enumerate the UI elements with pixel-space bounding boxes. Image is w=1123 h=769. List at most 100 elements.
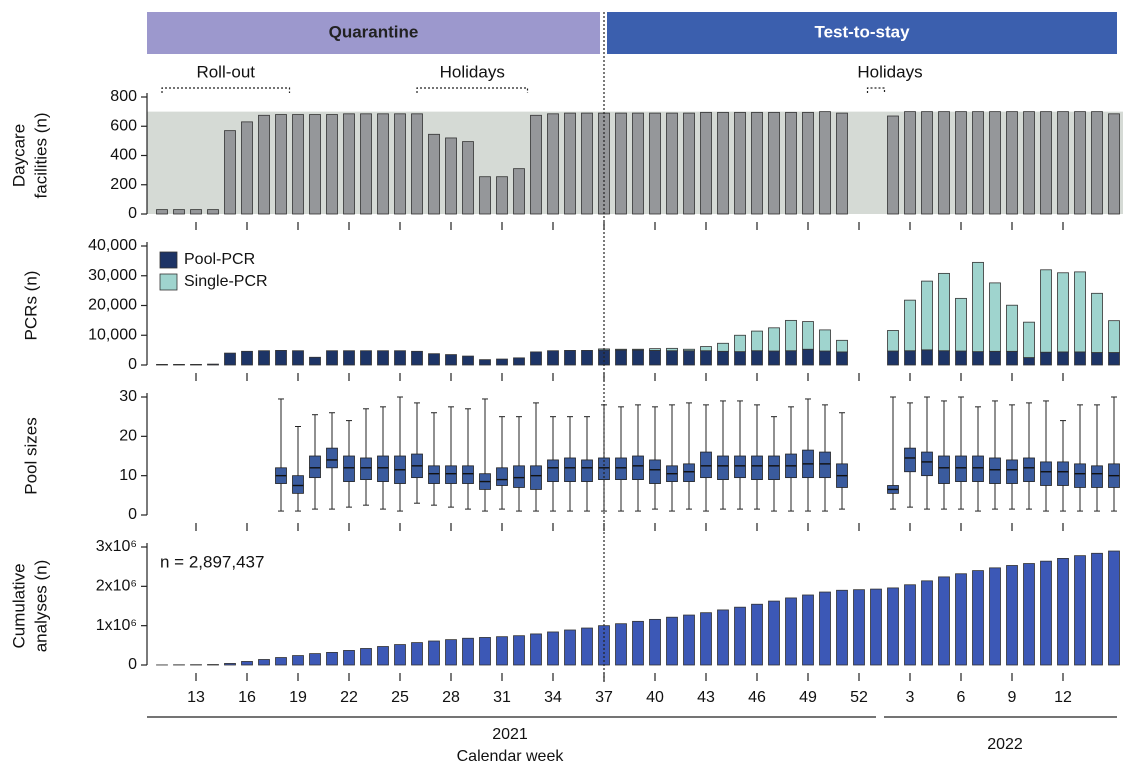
bar [581, 627, 593, 666]
bar [649, 112, 661, 215]
bar-segment [700, 350, 712, 366]
bar [343, 650, 355, 666]
bar [955, 573, 967, 666]
bar [700, 111, 712, 215]
bar-segment [462, 355, 474, 366]
bar [275, 114, 287, 215]
bar [428, 640, 440, 666]
box [683, 463, 695, 482]
box [972, 455, 984, 482]
bar [445, 639, 457, 666]
bar-segment [700, 346, 712, 352]
bar-segment [377, 350, 389, 366]
phase-label: Test-to-stay [814, 22, 910, 41]
bar-segment [1040, 269, 1052, 353]
box [615, 457, 627, 481]
bar-segment [564, 350, 576, 366]
bar-segment [904, 299, 916, 352]
bar-segment [615, 349, 627, 366]
bar [530, 114, 542, 215]
bar-segment [819, 329, 831, 352]
bar-segment [1108, 352, 1120, 366]
bar [632, 620, 644, 666]
box [819, 451, 831, 479]
box [581, 459, 593, 482]
bar [411, 642, 423, 666]
bar [547, 113, 559, 215]
bar [938, 576, 950, 666]
bar [717, 111, 729, 215]
bar-segment [972, 351, 984, 366]
x-tick-label: 31 [493, 689, 511, 706]
bar [292, 655, 304, 666]
box [462, 465, 474, 484]
bar [751, 603, 763, 666]
bar-segment [921, 280, 933, 351]
bar-segment [547, 350, 559, 366]
bar-segment [156, 364, 168, 366]
bar-segment [1074, 351, 1086, 366]
bar [275, 657, 287, 666]
x-tick-label: 13 [187, 689, 205, 706]
bar [870, 588, 882, 666]
bar-segment [207, 363, 219, 366]
bar [581, 112, 593, 215]
bar-segment [1057, 272, 1069, 353]
box [938, 455, 950, 484]
bar [496, 176, 508, 215]
bar-segment [632, 348, 644, 351]
bar-segment [887, 350, 899, 366]
bar-segment [309, 356, 321, 366]
x-tick-label: 12 [1054, 689, 1072, 706]
box [292, 475, 304, 494]
bar [649, 618, 661, 666]
y-tick-label: 0 [128, 205, 137, 222]
x-tick-label: 43 [697, 689, 715, 706]
bar-segment [513, 357, 525, 366]
bar [1006, 111, 1018, 215]
y-axis-label: facilities (n) [31, 113, 50, 199]
bar [768, 600, 780, 666]
bar-segment [972, 261, 984, 353]
bar-segment [530, 351, 542, 366]
box [1006, 459, 1018, 484]
box [564, 457, 576, 482]
bar-segment [921, 349, 933, 366]
bar-segment [275, 350, 287, 366]
y-axis-label: Daycare [9, 124, 28, 187]
bar [496, 636, 508, 666]
bar-segment [683, 350, 695, 366]
bar [1057, 558, 1069, 666]
bar [700, 612, 712, 666]
bar-segment [1023, 321, 1035, 358]
bar-segment [836, 339, 848, 353]
bar [394, 644, 406, 666]
box [700, 451, 712, 479]
legend-label: Pool-PCR [184, 251, 255, 268]
bar [989, 567, 1001, 666]
bar-segment [768, 327, 780, 352]
bar [1057, 111, 1069, 215]
x-tick-label: 3 [906, 689, 915, 706]
year-label: 2022 [987, 736, 1023, 753]
bar-segment [734, 334, 746, 353]
bar [547, 631, 559, 666]
box [309, 455, 321, 479]
bar [173, 209, 185, 215]
bar-segment [1091, 352, 1103, 366]
bar-segment [768, 350, 780, 366]
y-tick-label: 30,000 [88, 267, 137, 284]
bar [241, 121, 253, 215]
annotation: Holidays [857, 62, 922, 81]
x-axis-label: Calendar week [457, 748, 565, 765]
box [445, 465, 457, 484]
bar [887, 115, 899, 215]
y-axis-label: Cumulative [9, 563, 28, 648]
bar [479, 637, 491, 666]
phase-band [607, 12, 1117, 54]
bar [1040, 560, 1052, 666]
bar-segment [496, 358, 508, 366]
bar [1091, 552, 1103, 666]
y-tick-label: 10 [119, 467, 137, 484]
box [343, 455, 355, 482]
